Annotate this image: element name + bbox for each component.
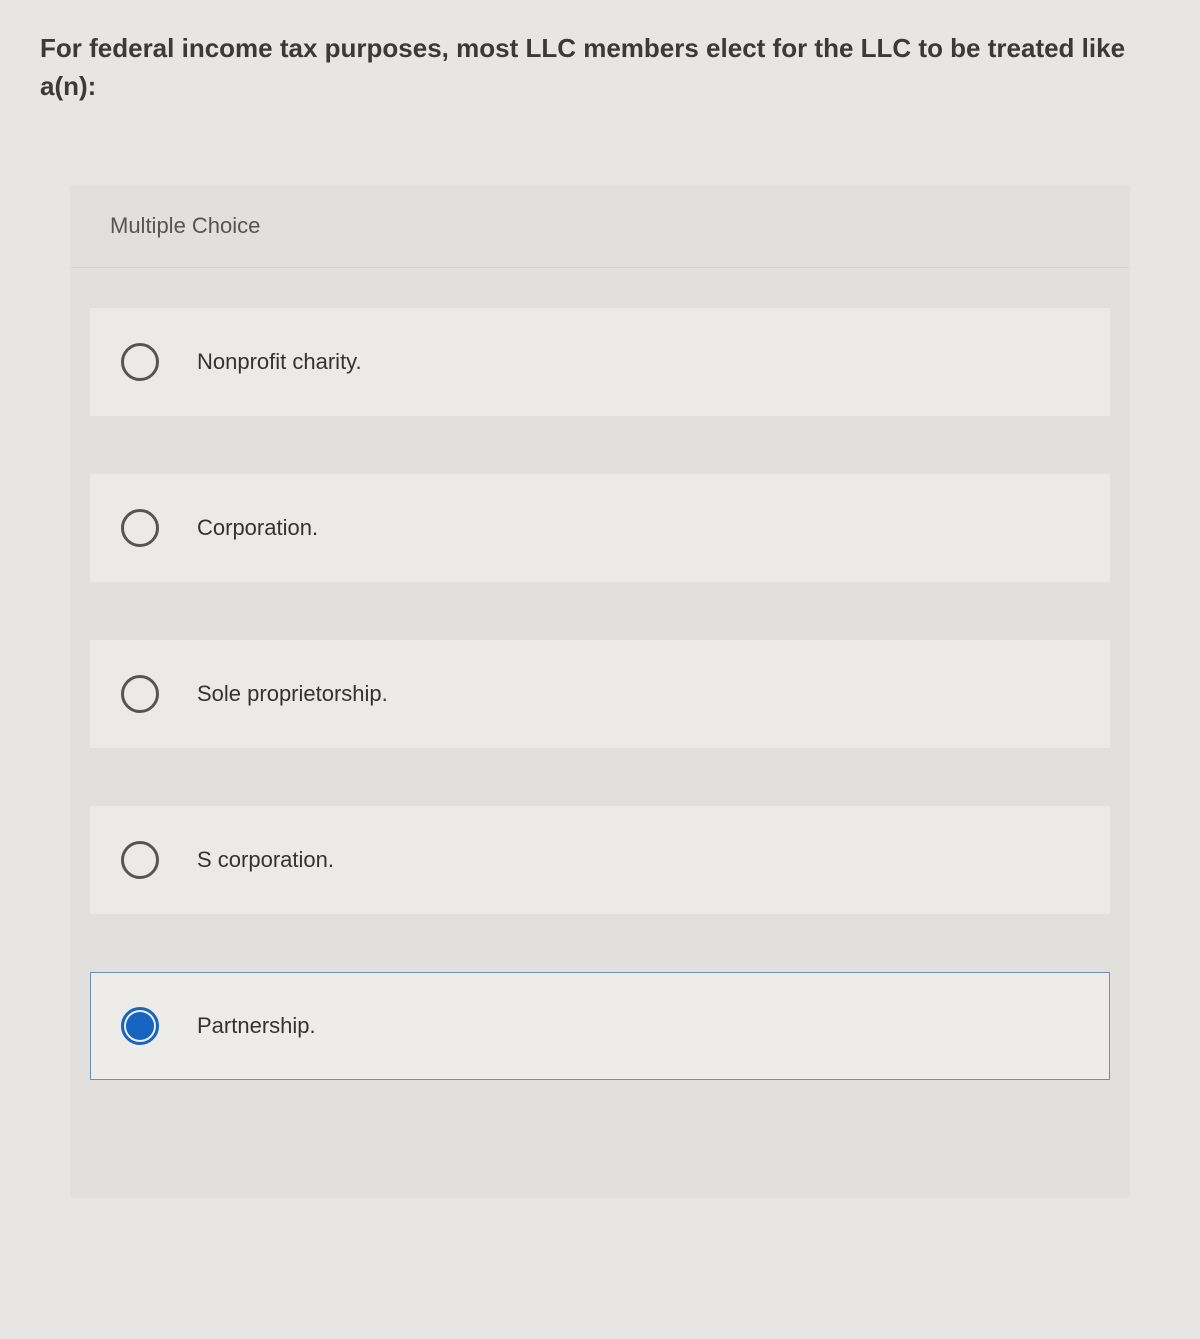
options-list: Nonprofit charity. Corporation. Sole pro…: [70, 268, 1130, 1080]
option-partnership[interactable]: Partnership.: [90, 972, 1110, 1080]
radio-icon: [121, 509, 159, 547]
option-corporation[interactable]: Corporation.: [90, 474, 1110, 582]
question-page: For federal income tax purposes, most LL…: [0, 0, 1200, 1238]
option-nonprofit-charity[interactable]: Nonprofit charity.: [90, 308, 1110, 416]
option-label: Sole proprietorship.: [197, 681, 388, 707]
option-label: S corporation.: [197, 847, 334, 873]
radio-icon: [121, 841, 159, 879]
option-s-corporation[interactable]: S corporation.: [90, 806, 1110, 914]
question-text: For federal income tax purposes, most LL…: [40, 30, 1160, 105]
radio-icon: [121, 1007, 159, 1045]
mc-header: Multiple Choice: [70, 185, 1130, 268]
option-label: Nonprofit charity.: [197, 349, 362, 375]
multiple-choice-container: Multiple Choice Nonprofit charity. Corpo…: [70, 185, 1130, 1198]
option-sole-proprietorship[interactable]: Sole proprietorship.: [90, 640, 1110, 748]
radio-icon: [121, 343, 159, 381]
radio-icon: [121, 675, 159, 713]
option-label: Partnership.: [197, 1013, 316, 1039]
option-label: Corporation.: [197, 515, 318, 541]
